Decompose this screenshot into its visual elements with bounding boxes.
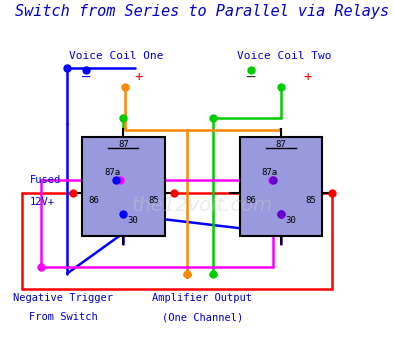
Text: 86: 86 [245,196,256,205]
Text: –: – [247,70,255,84]
Text: Voice Coil Two: Voice Coil Two [238,51,332,61]
Text: the12volt.com: the12volt.com [132,195,273,215]
Text: Voice Coil One: Voice Coil One [69,51,163,61]
FancyBboxPatch shape [82,137,165,236]
FancyBboxPatch shape [240,137,322,236]
Text: 30: 30 [127,216,138,225]
Text: +: + [303,70,311,84]
Text: +: + [134,70,143,84]
Text: –: – [82,70,90,84]
Text: Amplifier Output: Amplifier Output [152,293,252,304]
Text: 87a: 87a [262,168,278,177]
Title: Switch from Series to Parallel via Relays: Switch from Series to Parallel via Relay… [15,4,389,19]
Text: From Switch: From Switch [29,312,98,322]
Text: 30: 30 [285,216,296,225]
Text: 87: 87 [276,140,286,149]
Text: 87a: 87a [104,168,120,177]
Text: 86: 86 [88,196,98,205]
Text: 87: 87 [118,140,129,149]
Text: −: − [209,268,218,283]
Text: 85: 85 [306,196,316,205]
Text: 85: 85 [148,196,159,205]
Text: Fused: Fused [30,175,61,185]
Text: Negative Trigger: Negative Trigger [13,293,113,304]
Text: +: + [182,268,192,283]
Text: (One Channel): (One Channel) [162,312,243,322]
Text: 12V+: 12V+ [30,197,54,207]
